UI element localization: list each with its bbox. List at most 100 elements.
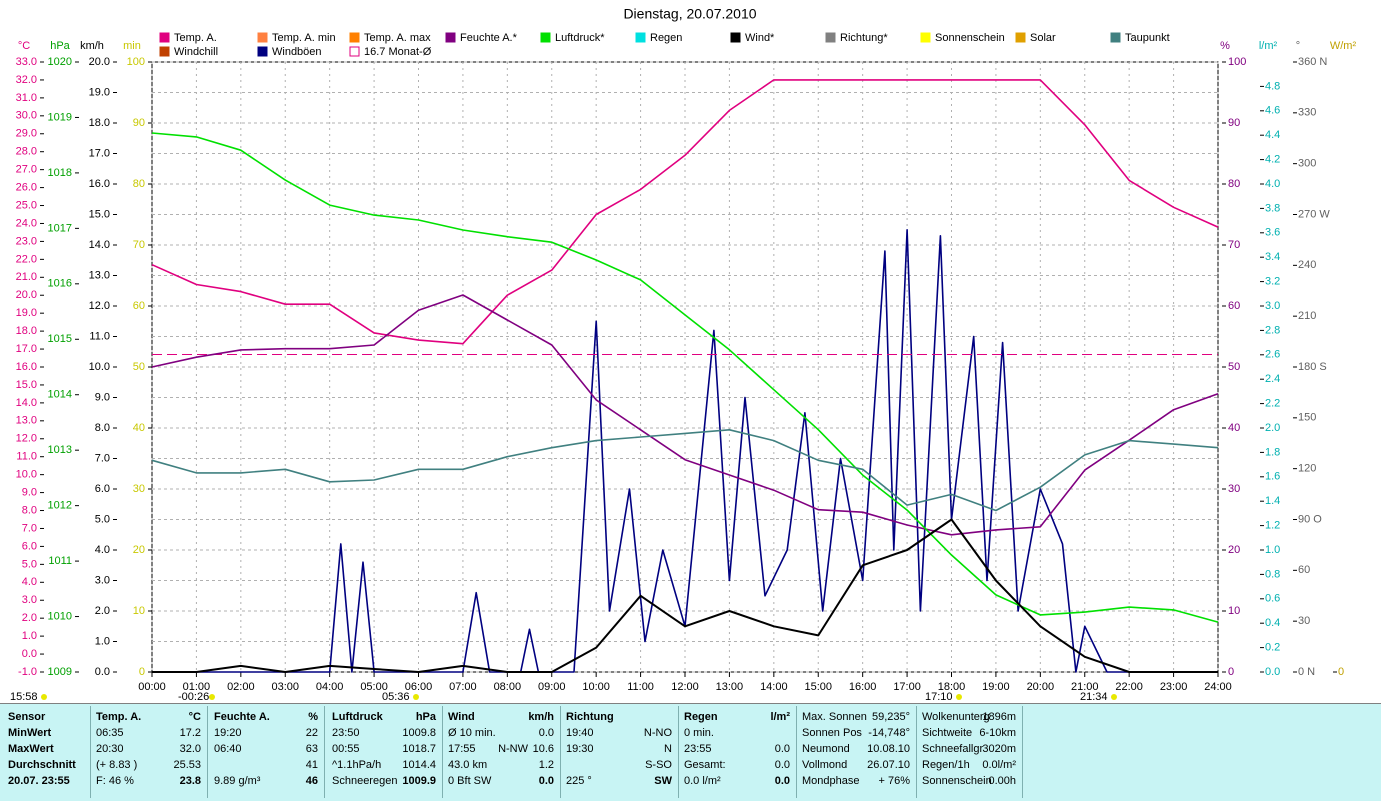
y-tick-label: 80 [1228,178,1240,190]
legend-label: Temp. A. max [364,32,431,44]
y-tick-label: 0 [1338,666,1344,678]
y-tick-label: 20 [1228,544,1240,556]
y-tick-label: -1.0 [18,666,37,678]
legend-label: Regen [650,32,682,44]
y-tick-label: 3.4 [1265,251,1280,263]
panel-cell: 23:55 [684,743,712,755]
y-tick-label: 180 S [1298,361,1327,373]
panel-cell: 20:30 [96,743,124,755]
y-tick-label: 13.0 [89,269,110,281]
y-tick-label: 30 [133,483,145,495]
y-tick-label: 25.0 [16,199,37,211]
y-tick-label: 10 [1228,605,1240,617]
panel-cell: Regen/1h [922,759,970,771]
y-tick-label: 0.2 [1265,642,1280,654]
y-tick-label: 7.0 [95,452,110,464]
y-tick-label: 120 [1298,463,1316,475]
legend-label: Taupunkt [1125,32,1170,44]
panel-cell: Neumond [802,743,850,755]
panel-cell: 32.0 [179,743,201,755]
y-tick-label: 0.0 [1265,666,1280,678]
y-tick-label: 15.0 [16,379,37,391]
sun-marker [956,694,962,700]
panel-cell: MaxWert [8,743,54,755]
y-tick-label: 29.0 [16,128,37,140]
axis-label: % [1220,40,1230,52]
panel-cell: N [664,743,672,755]
y-tick-label: 27.0 [16,164,37,176]
annotation: 05:36 [382,691,410,703]
y-tick-label: 8.0 [22,504,37,516]
legend-label: Temp. A. [174,32,217,44]
y-tick-label: 30 [1298,615,1310,627]
legend-swatch [257,46,268,57]
y-tick-label: 19.0 [89,86,110,98]
y-tick-label: 2.8 [1265,324,1280,336]
legend-label: Sonnenschein [935,32,1005,44]
y-tick-label: 12.0 [89,300,110,312]
y-tick-label: 23.0 [16,235,37,247]
panel-cell: 0.0 l/m² [684,775,721,787]
panel-section [916,706,1023,798]
y-tick-label: 80 [133,178,145,190]
y-tick-label: 4.4 [1265,129,1280,141]
y-tick-label: 16.0 [16,361,37,373]
x-tick-label: 20:00 [1027,681,1055,693]
y-tick-label: 17.0 [16,343,37,355]
y-tick-label: 1011 [48,555,72,567]
panel-cell: °C [188,711,201,723]
axis-label: °C [18,40,30,52]
panel-cell: (+ 8.83 ) [96,759,138,771]
y-tick-label: 90 [1228,117,1240,129]
panel-cell: Wind [448,711,475,723]
y-tick-label: 100 [1228,56,1246,68]
panel-cell: 10.6 [532,743,554,755]
y-tick-label: 40 [133,422,145,434]
y-tick-label: 18.0 [89,117,110,129]
x-tick-label: 02:00 [227,681,255,693]
y-tick-label: 4.6 [1265,105,1280,117]
y-tick-label: 270 W [1298,208,1330,220]
y-tick-label: 10 [133,605,145,617]
panel-cell: 20.07. 23:55 [8,775,70,787]
y-tick-label: 1.0 [1265,544,1280,556]
panel-cell: N-NO [643,727,672,739]
panel-cell: 19:40 [566,727,594,739]
panel-cell: 1014.4 [402,759,436,771]
y-tick-label: 3.0 [95,574,110,586]
y-tick-label: 5.0 [95,513,110,525]
y-tick-label: 240 [1298,259,1316,271]
y-tick-label: 3.2 [1265,276,1280,288]
y-tick-label: 1015 [48,333,72,345]
panel-cell: Sonnen Pos [802,727,862,739]
panel-cell: % [308,711,318,723]
legend-label: Windchill [174,46,218,58]
panel-cell: 0 min. [684,727,714,739]
y-tick-label: 0.6 [1265,593,1280,605]
legend-label: Solar [1030,32,1056,44]
y-tick-label: 4.8 [1265,80,1280,92]
legend-label: 16.7 Monat-Ø [364,46,432,58]
panel-cell: 1009.9 [402,775,436,787]
panel-cell: 25.53 [173,759,201,771]
y-tick-label: 30 [1228,483,1240,495]
y-tick-label: 16.0 [89,178,110,190]
panel-cell: 17:55 [448,743,476,755]
y-tick-label: 2.0 [22,612,37,624]
legend-swatch [159,46,170,57]
legend-swatch [635,32,646,43]
panel-cell: S-SO [645,759,672,771]
legend-label: Feuchte A.* [460,32,518,44]
panel-cell: 06:40 [214,743,242,755]
y-tick-label: 4.0 [22,576,37,588]
x-tick-label: 01:00 [183,681,211,693]
panel-cell: MinWert [8,727,52,739]
y-tick-label: 20.0 [16,289,37,301]
panel-cell: 0.0 [774,775,790,787]
axis-label: W/m² [1330,40,1357,52]
y-tick-label: 0.4 [1265,617,1280,629]
panel-cell: 225 ° [566,775,592,787]
axis-label: ° [1296,40,1300,52]
y-tick-label: 60 [1298,564,1310,576]
